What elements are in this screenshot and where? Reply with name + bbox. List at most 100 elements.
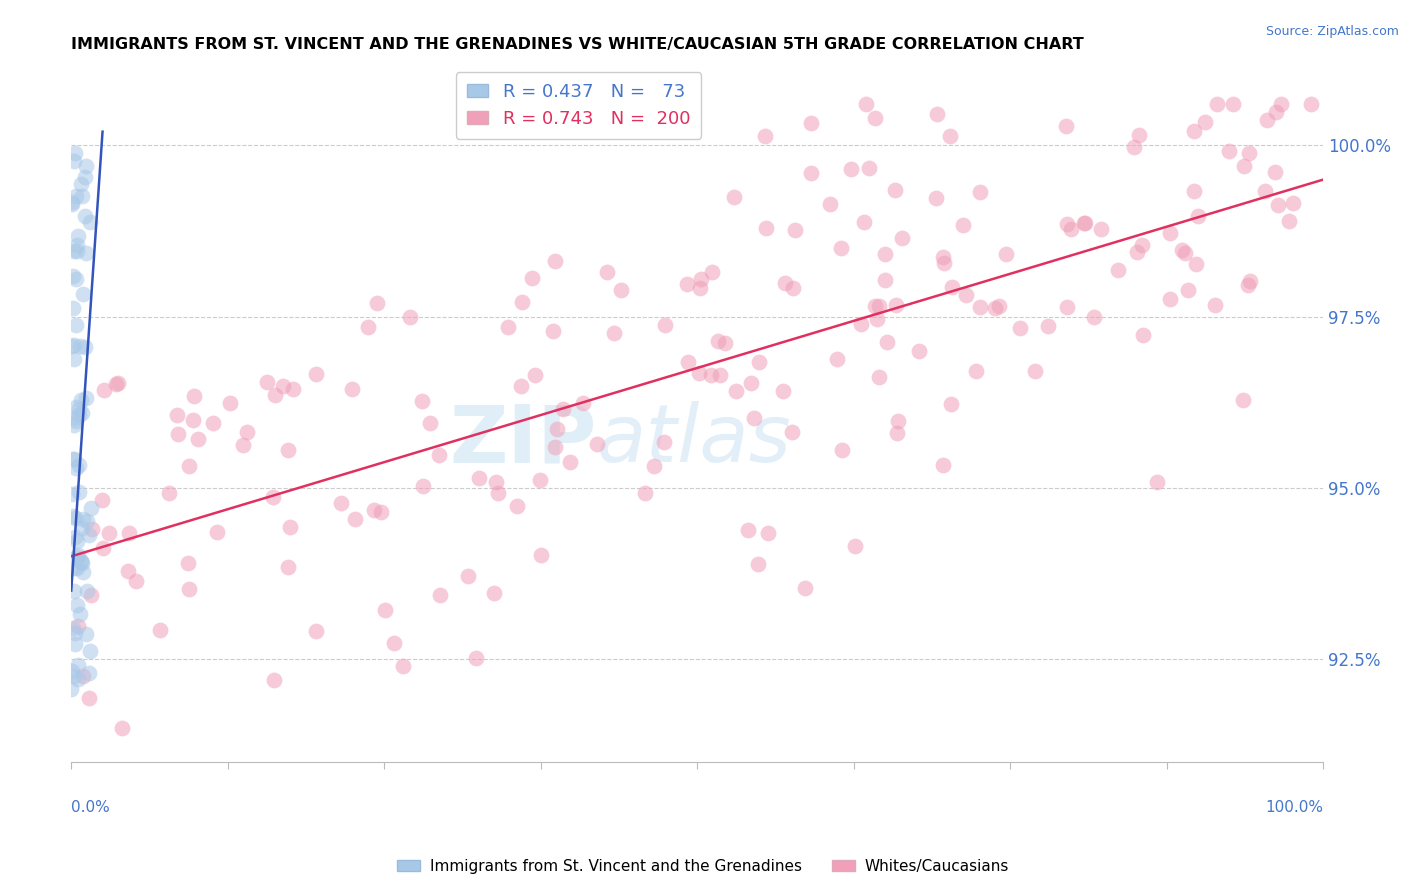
Point xyxy=(343,512,366,526)
Point xyxy=(851,317,873,331)
Point xyxy=(263,673,285,687)
Point xyxy=(1265,104,1288,119)
Point xyxy=(865,299,887,313)
Point xyxy=(498,320,520,334)
Legend: R = 0.437   N =   73, R = 0.743   N =  200: R = 0.437 N = 73, R = 0.743 N = 200 xyxy=(456,72,702,139)
Point xyxy=(1237,146,1260,161)
Point xyxy=(76,627,98,641)
Point xyxy=(63,530,86,544)
Point xyxy=(876,335,898,350)
Point xyxy=(67,402,90,417)
Point xyxy=(75,246,97,260)
Point xyxy=(167,427,190,442)
Point xyxy=(610,283,633,297)
Point xyxy=(60,487,83,501)
Point xyxy=(125,574,148,589)
Point xyxy=(60,195,83,210)
Point xyxy=(800,166,823,180)
Point xyxy=(1159,292,1181,306)
Point xyxy=(520,271,543,285)
Point xyxy=(676,354,699,368)
Point xyxy=(202,417,225,431)
Point xyxy=(546,422,568,436)
Point xyxy=(77,666,100,681)
Point xyxy=(60,682,83,697)
Point xyxy=(73,169,96,184)
Point xyxy=(65,414,87,428)
Point xyxy=(1083,310,1105,325)
Point xyxy=(60,664,83,678)
Point xyxy=(558,455,581,469)
Point xyxy=(890,231,912,245)
Point xyxy=(72,556,94,570)
Point xyxy=(273,379,295,393)
Point xyxy=(281,382,304,396)
Point xyxy=(177,582,200,597)
Point xyxy=(1128,128,1150,142)
Point xyxy=(887,414,910,428)
Point xyxy=(63,637,86,651)
Point xyxy=(412,479,434,493)
Point xyxy=(1187,209,1209,223)
Point xyxy=(634,485,657,500)
Point xyxy=(66,658,89,673)
Point xyxy=(908,344,931,359)
Point xyxy=(1194,114,1216,128)
Point xyxy=(65,461,87,475)
Point xyxy=(77,691,100,706)
Point xyxy=(772,384,794,399)
Point xyxy=(484,586,506,600)
Point xyxy=(725,384,748,399)
Point xyxy=(72,565,94,579)
Point xyxy=(585,437,607,451)
Point xyxy=(544,254,567,268)
Point xyxy=(205,525,228,540)
Point xyxy=(1132,328,1154,343)
Point xyxy=(1036,318,1059,333)
Point xyxy=(702,265,724,279)
Point xyxy=(530,549,553,563)
Point xyxy=(70,554,93,568)
Point xyxy=(62,452,84,467)
Point xyxy=(1184,185,1206,199)
Point xyxy=(166,408,188,422)
Point xyxy=(90,493,112,508)
Point xyxy=(235,425,257,439)
Point xyxy=(1059,222,1081,236)
Point xyxy=(723,190,745,204)
Point xyxy=(1182,123,1205,137)
Point xyxy=(264,388,287,402)
Point xyxy=(1267,198,1289,212)
Point xyxy=(65,189,87,203)
Point xyxy=(62,337,84,351)
Point xyxy=(1233,159,1256,173)
Point xyxy=(63,244,86,258)
Point xyxy=(80,522,103,536)
Point xyxy=(1107,263,1129,277)
Point xyxy=(868,299,890,313)
Point xyxy=(855,97,877,112)
Point xyxy=(868,370,890,384)
Point xyxy=(70,392,93,407)
Point xyxy=(1256,112,1278,127)
Point xyxy=(72,669,94,683)
Point xyxy=(67,408,90,422)
Point xyxy=(654,318,676,332)
Point xyxy=(79,215,101,229)
Point xyxy=(1024,364,1046,378)
Point xyxy=(883,183,905,197)
Point xyxy=(277,442,299,457)
Point xyxy=(755,220,778,235)
Point xyxy=(675,277,697,291)
Point xyxy=(939,397,962,411)
Point xyxy=(79,644,101,658)
Point xyxy=(510,295,533,310)
Point xyxy=(75,159,97,173)
Point xyxy=(382,636,405,650)
Point xyxy=(183,389,205,403)
Point xyxy=(1126,244,1149,259)
Point xyxy=(800,116,823,130)
Point xyxy=(1222,97,1244,112)
Point xyxy=(1074,215,1097,229)
Point xyxy=(969,185,991,199)
